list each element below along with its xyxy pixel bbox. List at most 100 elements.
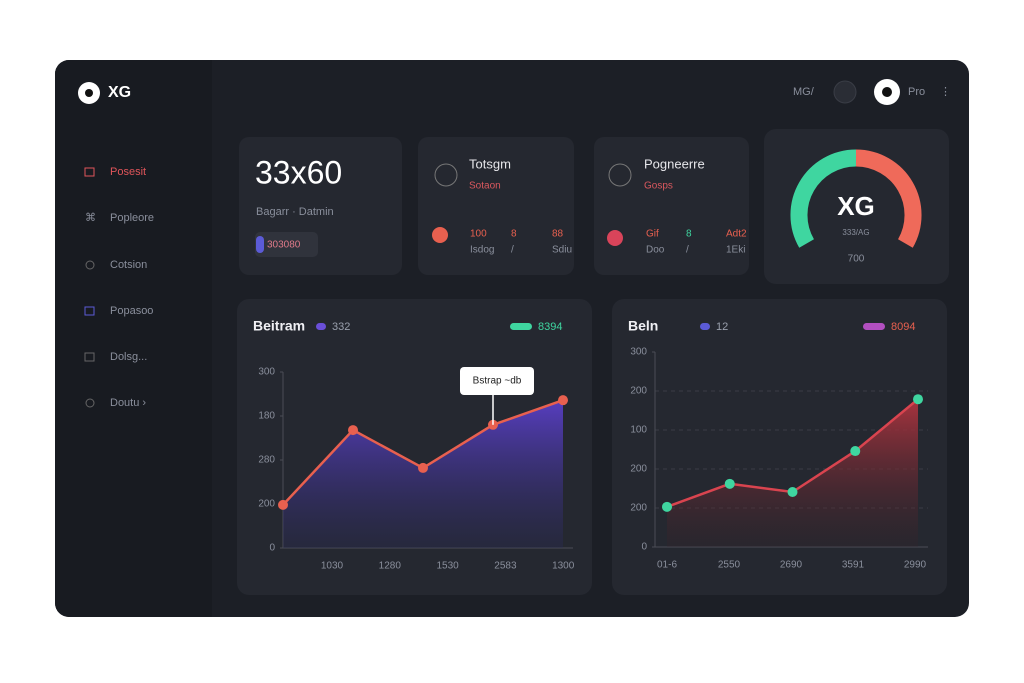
card-title: Totsgm [469, 156, 511, 171]
legend-label: 12 [716, 321, 728, 333]
nav-icon [85, 260, 95, 270]
legend-label: 8394 [538, 321, 562, 333]
x-tick-label: 3591 [842, 560, 865, 571]
x-tick-label: 2990 [904, 560, 927, 571]
sidebar [55, 60, 212, 617]
nav-item[interactable]: Posesit [110, 166, 146, 178]
stat-value: Adt2 [726, 229, 747, 240]
point [850, 446, 861, 457]
tooltip-text: Bstrap ~db [473, 376, 522, 387]
badge-pill [256, 236, 264, 253]
card-icon [432, 227, 448, 243]
legend-swatch [863, 323, 885, 330]
gauge-title: XG [837, 191, 875, 221]
x-tick-label: 2550 [718, 560, 741, 571]
legend-swatch [700, 323, 710, 330]
gauge-arc [855, 149, 922, 248]
x-tick-label: 1280 [379, 561, 402, 572]
point [787, 487, 798, 498]
y-tick-label: 200 [630, 386, 647, 397]
card-sub: Bagarr · Datmin [256, 206, 334, 218]
notification[interactable] [833, 80, 857, 104]
nav-item[interactable]: Popleore [110, 212, 154, 224]
stat-label: Sdiu [552, 245, 572, 256]
card-sub: Gosps [644, 181, 673, 192]
x-tick-label: 1300 [552, 561, 575, 572]
area [283, 400, 563, 548]
brand: XG [108, 84, 131, 101]
legend-swatch [510, 323, 532, 330]
y-tick-label: 200 [630, 464, 647, 475]
nav-icon [84, 352, 95, 362]
nav-icon [84, 167, 95, 177]
stat-value: 88 [552, 229, 564, 240]
chart-title: Beitram [253, 318, 305, 334]
y-tick-label: 0 [269, 543, 275, 554]
tooltip [460, 367, 534, 395]
user-name: Pro [908, 86, 925, 98]
nav-icon [84, 306, 95, 316]
point [724, 478, 735, 489]
gauge-card [764, 129, 949, 284]
card-title: Pogneerre [644, 156, 705, 171]
card [594, 137, 749, 275]
y-tick-label: 200 [630, 503, 647, 514]
stat-value: 8 [511, 229, 517, 240]
point [418, 462, 428, 473]
x-tick-label: 1030 [321, 561, 344, 572]
y-tick-label: 280 [258, 455, 275, 466]
y-tick-label: 300 [630, 347, 647, 358]
stat-value: 8 [686, 229, 692, 240]
stat-value: 100 [470, 229, 487, 240]
badge [255, 232, 318, 257]
y-tick-label: 0 [641, 542, 647, 553]
card-icon [607, 230, 623, 246]
legend-label: 332 [332, 321, 350, 333]
brand-logo [85, 89, 93, 97]
point [662, 501, 672, 512]
gauge-foot: 700 [848, 254, 865, 265]
y-tick-label: 200 [258, 499, 275, 510]
nav-item[interactable]: Popasoo [110, 305, 153, 317]
x-tick-label: 1530 [436, 561, 459, 572]
stat-label: Doo [646, 245, 665, 256]
nav-icon [85, 398, 95, 408]
legend-label: 8094 [891, 321, 915, 333]
nav-item[interactable]: Cotsion [110, 259, 147, 271]
y-tick-label: 100 [630, 425, 647, 436]
point [348, 425, 358, 436]
badge-text: 303080 [267, 240, 301, 251]
card-value: 33x60 [255, 154, 342, 190]
nav-item[interactable]: Doutu › [110, 397, 146, 409]
stat-label: 1Eki [726, 245, 745, 256]
card-sub: Sotaon [469, 181, 501, 192]
user-short: MG/ [793, 86, 815, 98]
legend-swatch [316, 323, 326, 330]
point [913, 394, 923, 405]
area [667, 399, 918, 547]
point [558, 395, 568, 406]
nav-item[interactable]: Dolsg... [110, 351, 147, 363]
card [418, 137, 574, 275]
point [278, 499, 288, 510]
gauge-sub: 333/AG [842, 228, 869, 237]
x-tick-label: 2690 [780, 560, 803, 571]
y-tick-label: 180 [258, 411, 275, 422]
stat-label: Isdog [470, 245, 494, 256]
card-icon [608, 163, 632, 187]
y-tick-label: 300 [258, 367, 275, 378]
menu[interactable]: ⋮ [940, 86, 951, 98]
gauge-arc [790, 149, 857, 248]
chart-title: Beln [628, 318, 658, 334]
avatar [882, 87, 892, 97]
nav: Posesit ⌘ Popleore Cotsion Popasoo Dolsg… [84, 166, 154, 409]
x-tick-label: 2583 [494, 561, 517, 572]
stat-value: Gif [646, 229, 659, 240]
stat-label: / [686, 245, 689, 256]
card-icon [434, 163, 458, 187]
nav-icon: ⌘ [85, 212, 96, 224]
x-tick-label: 01-6 [657, 560, 677, 571]
stat-label: / [511, 245, 514, 256]
